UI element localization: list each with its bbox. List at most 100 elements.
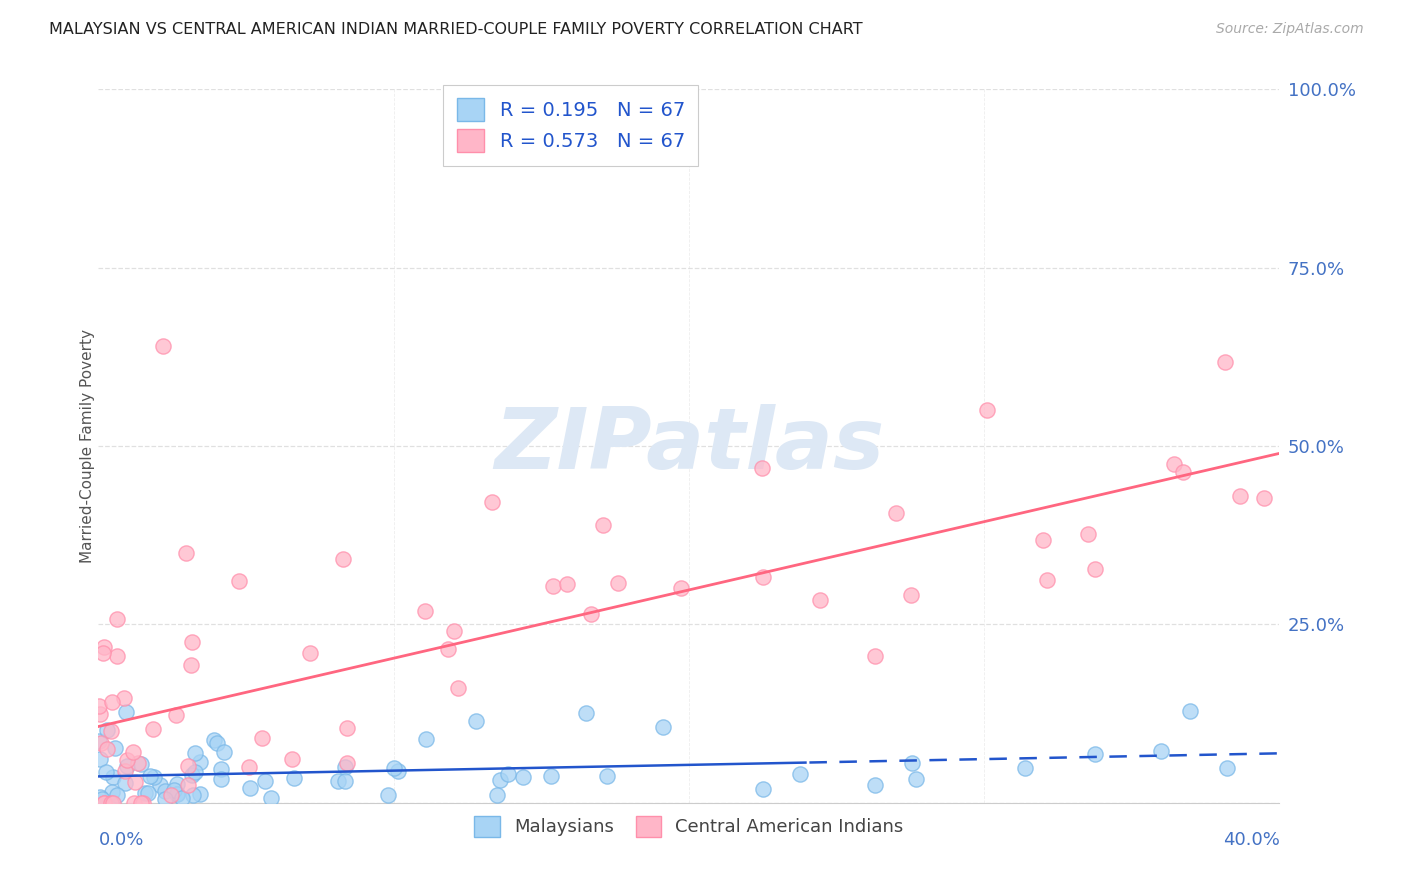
Point (89, 790, 111, 805)
Point (180, 657, 202, 672)
Point (1178, 704, 1201, 718)
Point (238, 760, 260, 774)
Point (209, 772, 232, 786)
Point (239, 781, 262, 796)
Point (184, 746, 207, 760)
Point (149, 778, 172, 792)
Point (132, 796, 155, 810)
Point (752, 782, 775, 797)
Point (166, 777, 188, 791)
Point (540, 769, 562, 783)
Point (134, 785, 156, 799)
Point (496, 767, 519, 781)
Point (575, 706, 598, 721)
Point (1253, 491, 1275, 505)
Point (91, 792, 114, 806)
Point (512, 770, 534, 784)
Point (413, 603, 436, 617)
Point (142, 770, 165, 784)
Point (166, 787, 188, 801)
Point (166, 787, 188, 801)
Point (1163, 458, 1185, 472)
Point (89, 707, 111, 722)
Point (122, 796, 145, 810)
Text: ZIPatlas: ZIPatlas (494, 404, 884, 488)
Point (202, 733, 225, 747)
Point (481, 495, 503, 509)
Point (884, 506, 907, 520)
Point (489, 773, 512, 788)
Point (174, 546, 197, 560)
Point (183, 788, 205, 802)
Point (253, 774, 276, 789)
Point (863, 648, 886, 663)
Point (1077, 526, 1099, 541)
Point (121, 745, 143, 759)
Point (188, 755, 211, 769)
Point (155, 783, 177, 797)
Point (415, 731, 437, 746)
Point (180, 768, 202, 782)
Point (209, 762, 232, 776)
Point (127, 756, 149, 770)
Point (1032, 533, 1054, 547)
Point (100, 724, 122, 739)
Point (1014, 761, 1036, 775)
Point (671, 581, 693, 595)
Point (260, 791, 283, 805)
Text: Source: ZipAtlas.com: Source: ZipAtlas.com (1216, 22, 1364, 37)
Point (114, 764, 136, 778)
Legend: Malaysians, Central American Indians: Malaysians, Central American Indians (467, 808, 911, 844)
Point (177, 778, 200, 792)
Point (105, 788, 128, 802)
Point (207, 736, 229, 750)
Point (101, 785, 124, 799)
Point (377, 789, 399, 803)
Point (152, 339, 174, 353)
Point (1216, 761, 1239, 775)
Point (333, 760, 356, 774)
Point (155, 792, 177, 806)
Point (299, 646, 322, 660)
Point (87, 734, 110, 748)
Point (333, 773, 356, 788)
Point (93, 640, 115, 654)
Y-axis label: Married-Couple Family Poverty: Married-Couple Family Poverty (80, 329, 94, 563)
Point (190, 788, 212, 802)
Point (555, 576, 578, 591)
Point (543, 579, 565, 593)
Point (752, 569, 775, 583)
Point (900, 588, 922, 602)
Point (387, 764, 409, 778)
Point (865, 778, 887, 792)
Point (163, 783, 186, 797)
Point (104, 740, 127, 755)
Point (250, 731, 273, 746)
Point (90, 736, 112, 750)
Point (900, 756, 922, 771)
Point (976, 403, 998, 417)
Point (176, 759, 198, 773)
Point (87, 698, 110, 713)
Point (181, 635, 204, 649)
Point (112, 691, 135, 706)
Point (336, 722, 359, 736)
Point (281, 752, 304, 766)
Point (283, 771, 305, 785)
Point (1084, 747, 1107, 761)
Point (606, 575, 628, 590)
Point (486, 788, 509, 802)
Text: MALAYSIAN VS CENTRAL AMERICAN INDIAN MARRIED-COUPLE FAMILY POVERTY CORRELATION C: MALAYSIAN VS CENTRAL AMERICAN INDIAN MAR… (49, 22, 863, 37)
Point (101, 796, 124, 810)
Point (115, 753, 138, 767)
Point (89, 752, 111, 766)
Point (1229, 489, 1251, 503)
Point (103, 771, 125, 785)
Point (93, 796, 115, 810)
Point (142, 723, 165, 737)
Point (100, 695, 122, 709)
Point (1035, 573, 1057, 587)
Point (138, 786, 160, 800)
Point (1213, 354, 1236, 368)
Point (436, 641, 458, 656)
